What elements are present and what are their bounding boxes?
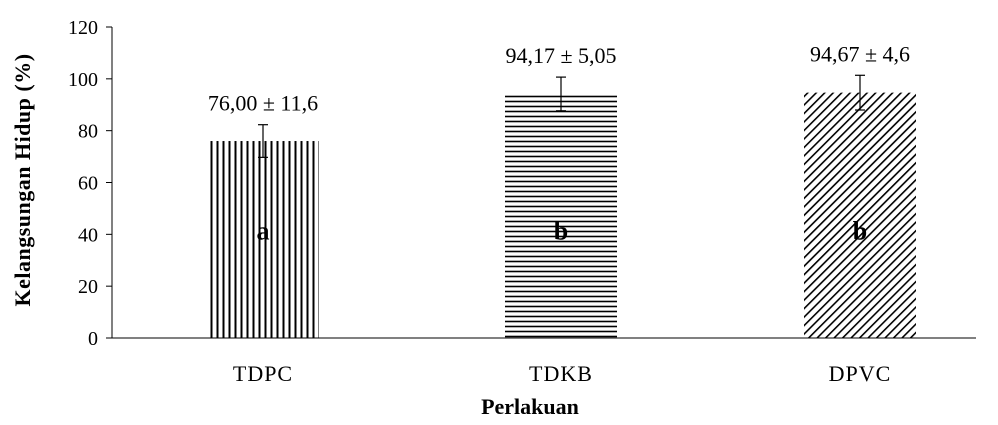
data-label-tdkb: 94,17 ± 5,05 xyxy=(505,43,616,68)
error-bar-dpvc xyxy=(855,74,865,111)
error-bar-tdpc xyxy=(258,124,268,158)
x-tick-label-tdkb: TDKB xyxy=(529,361,593,386)
y-tick-label: 120 xyxy=(68,17,98,39)
bars xyxy=(207,92,916,339)
y-axis-label: Kelangsungan Hidup (%) xyxy=(10,53,35,306)
data-label-dpvc: 94,67 ± 4,6 xyxy=(810,41,910,66)
data-label-tdpc: 76,00 ± 11,6 xyxy=(208,91,318,116)
data-labels: 76,00 ± 11,6 94,17 ± 5,05 94,67 ± 4,6 xyxy=(208,41,910,115)
x-tick-label-dpvc: DPVC xyxy=(829,361,892,386)
error-bar-tdkb xyxy=(556,76,566,112)
y-tick-label: 0 xyxy=(88,328,98,350)
y-tick-label: 100 xyxy=(68,69,98,91)
significance-letter-tdpc: a xyxy=(257,217,270,246)
y-tick-label: 20 xyxy=(78,276,98,298)
significance-letter-tdkb: b xyxy=(554,217,568,246)
x-tick-label-tdpc: TDPC xyxy=(233,361,293,386)
x-axis-tick-labels: TDPC TDKB DPVC xyxy=(233,361,892,386)
bar-tdkb xyxy=(505,93,617,338)
y-tick-label: 60 xyxy=(78,173,98,195)
y-tick-label: 80 xyxy=(78,121,98,143)
significance-letter-dpvc: b xyxy=(853,217,867,246)
x-axis-label: Perlakuan xyxy=(481,394,579,419)
bar-tdpc xyxy=(207,141,319,338)
y-axis-ticks: 0 20 40 60 80 100 120 xyxy=(68,17,112,350)
y-tick-label: 40 xyxy=(78,224,98,246)
bar-dpvc xyxy=(804,92,916,339)
error-bars xyxy=(258,74,865,158)
